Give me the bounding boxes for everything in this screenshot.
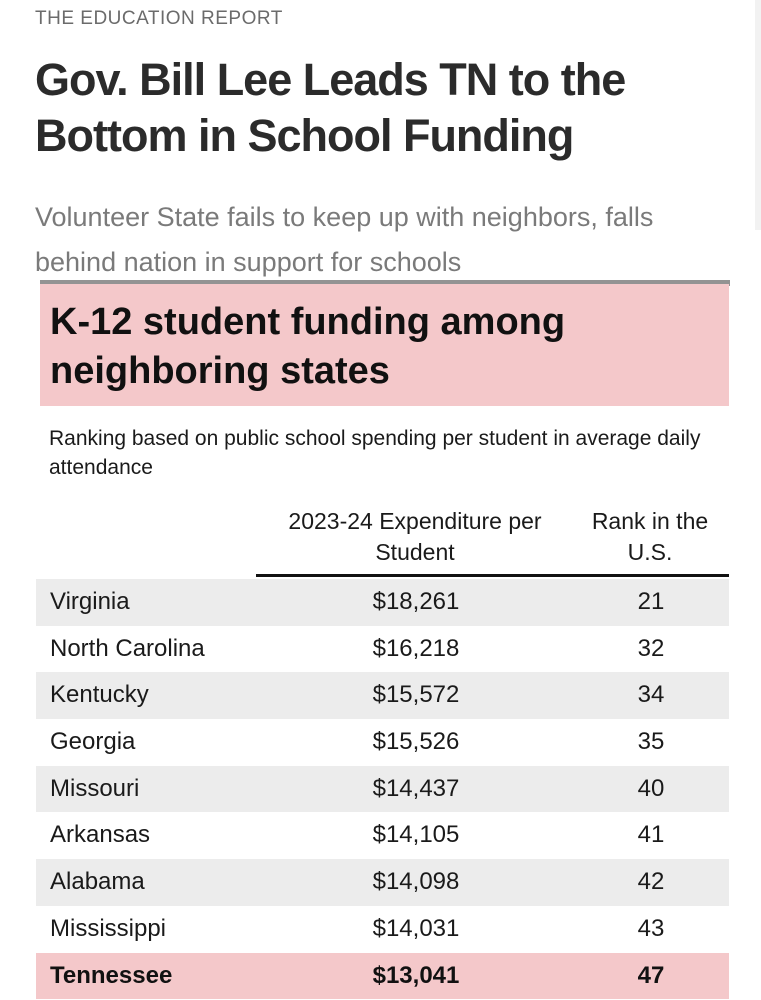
table-row: Missouri $14,437 40 [36, 765, 729, 813]
rank-value: 35 [637, 728, 665, 756]
cropped-text-strip [40, 280, 730, 286]
state-name: Georgia [50, 728, 136, 756]
rank-value: 21 [637, 588, 665, 615]
rank-value: 40 [637, 774, 665, 802]
expenditure-value: $15,572 [372, 681, 460, 709]
chart-title-banner: K-12 student funding among neighboring s… [40, 284, 729, 406]
rank-value: 42 [637, 868, 665, 896]
state-name: North Carolina [50, 634, 205, 662]
chart-title: K-12 student funding among neighboring s… [50, 301, 566, 392]
state-name: Arkansas [50, 821, 151, 849]
state-name: Missouri [50, 774, 140, 802]
table-row: Kentucky $15,572 34 [36, 672, 729, 720]
rank-value: 34 [637, 681, 665, 709]
table-row: Tennessee $13,041 47 [36, 952, 729, 1000]
section-kicker: THE EDUCATION REPORT [35, 8, 283, 29]
table-row: Virginia $18,261 21 [36, 579, 729, 626]
table-row: Arkansas $14,105 41 [36, 812, 729, 859]
expenditure-value: $14,105 [372, 821, 460, 849]
table-row: Alabama $14,098 42 [36, 859, 729, 906]
table-row: Georgia $15,526 35 [36, 719, 729, 766]
table-row: North Carolina $16,218 32 [36, 626, 729, 673]
table-row: Mississippi $14,031 43 [36, 906, 729, 953]
rank-value: 47 [637, 961, 665, 989]
expenditure-value: $14,098 [372, 868, 460, 896]
expenditure-value: $15,526 [372, 728, 460, 756]
expenditure-value: $14,437 [372, 774, 460, 802]
state-name: Kentucky [50, 681, 149, 709]
page-edge-divider [755, 0, 761, 230]
rank-value: 32 [637, 634, 665, 662]
article-subhead: Volunteer State fails to keep up with ne… [35, 202, 654, 277]
rank-value: 43 [637, 914, 665, 942]
rank-value: 41 [637, 821, 665, 849]
state-name: Tennessee [50, 961, 173, 989]
expenditure-value: $14,031 [372, 914, 460, 942]
expenditure-value: $18,261 [372, 588, 460, 615]
funding-table: Virginia $18,261 21 North Carolina $16,218 32… [36, 579, 729, 1000]
state-name: Alabama [50, 868, 145, 896]
header-rule [256, 574, 729, 577]
expenditure-value: $16,218 [372, 634, 460, 662]
column-header-expenditure: 2023-24 Expenditure per Student [288, 508, 542, 565]
article-headline: Gov. Bill Lee Leads TN to the Bottom in … [35, 54, 626, 161]
chart-subtitle: Ranking based on public school spending … [49, 427, 701, 479]
state-name: Virginia [50, 588, 130, 615]
expenditure-value: $13,041 [372, 961, 460, 989]
column-header-rank: Rank in the U.S. [591, 508, 709, 565]
state-name: Mississippi [50, 914, 167, 942]
